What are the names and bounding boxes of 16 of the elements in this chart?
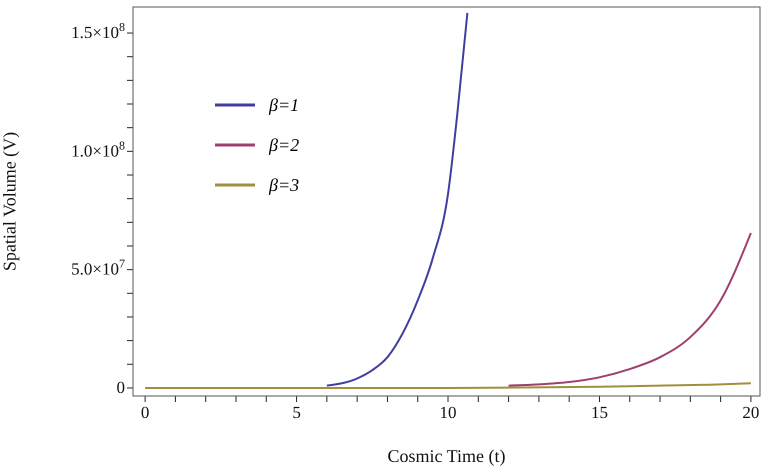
x-tick-label: 20 [742, 403, 760, 422]
legend-label: β=1 [269, 94, 300, 116]
y-tick-label: 1.0×10$^{8}$ [71, 138, 125, 160]
x-tick-label: 15 [590, 403, 608, 422]
x-axis-title: Cosmic Time (t) [387, 446, 506, 466]
x-tick-label: 0 [140, 403, 150, 422]
y-tick-label: 5.0×10$^{7}$ [71, 256, 125, 279]
legend-label: β=2 [269, 134, 300, 156]
y-axis-title: Spatial Volume (V) [0, 132, 20, 272]
x-tick-label: 10 [440, 403, 457, 422]
y-tick-label: 1.5×10$^{8}$ [71, 20, 125, 42]
line-series [326, 12, 468, 387]
x-tick-label: 5 [292, 403, 301, 422]
line-series [508, 232, 752, 387]
legend-label: β=3 [269, 174, 300, 196]
y-tick-label: 0 [116, 378, 125, 397]
